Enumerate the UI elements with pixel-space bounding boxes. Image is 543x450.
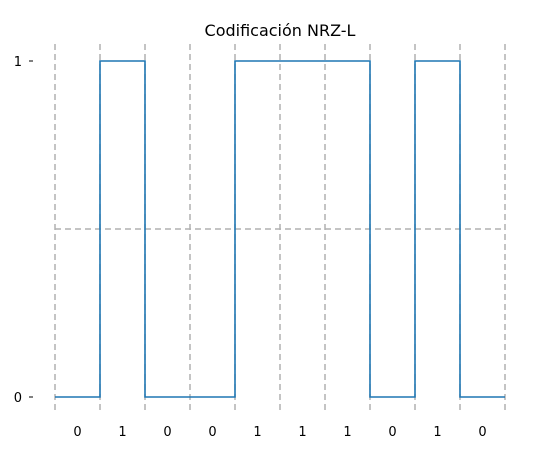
signal-series	[55, 60, 505, 398]
x-tick-label: 0	[208, 425, 216, 440]
chart-title: Codificación NRZ-L	[205, 21, 356, 40]
x-tick-label: 1	[343, 425, 351, 440]
nrzl-signal-line	[55, 60, 505, 398]
x-tick-label: 0	[73, 425, 81, 440]
x-tick-label: 1	[253, 425, 261, 440]
x-tick-label: 1	[298, 425, 306, 440]
x-tick-label: 1	[118, 425, 126, 440]
y-tick-label: 1	[14, 55, 22, 70]
y-tick-label: 0	[14, 391, 22, 406]
y-axis: 01	[14, 55, 33, 406]
guide-lines	[54, 44, 506, 414]
x-tick-label: 0	[163, 425, 171, 440]
x-tick-label: 0	[388, 425, 396, 440]
x-tick-label: 1	[433, 425, 441, 440]
x-tick-label: 0	[478, 425, 486, 440]
x-axis: 0 1 0 0 1 1 1 0 1 0	[73, 425, 486, 440]
